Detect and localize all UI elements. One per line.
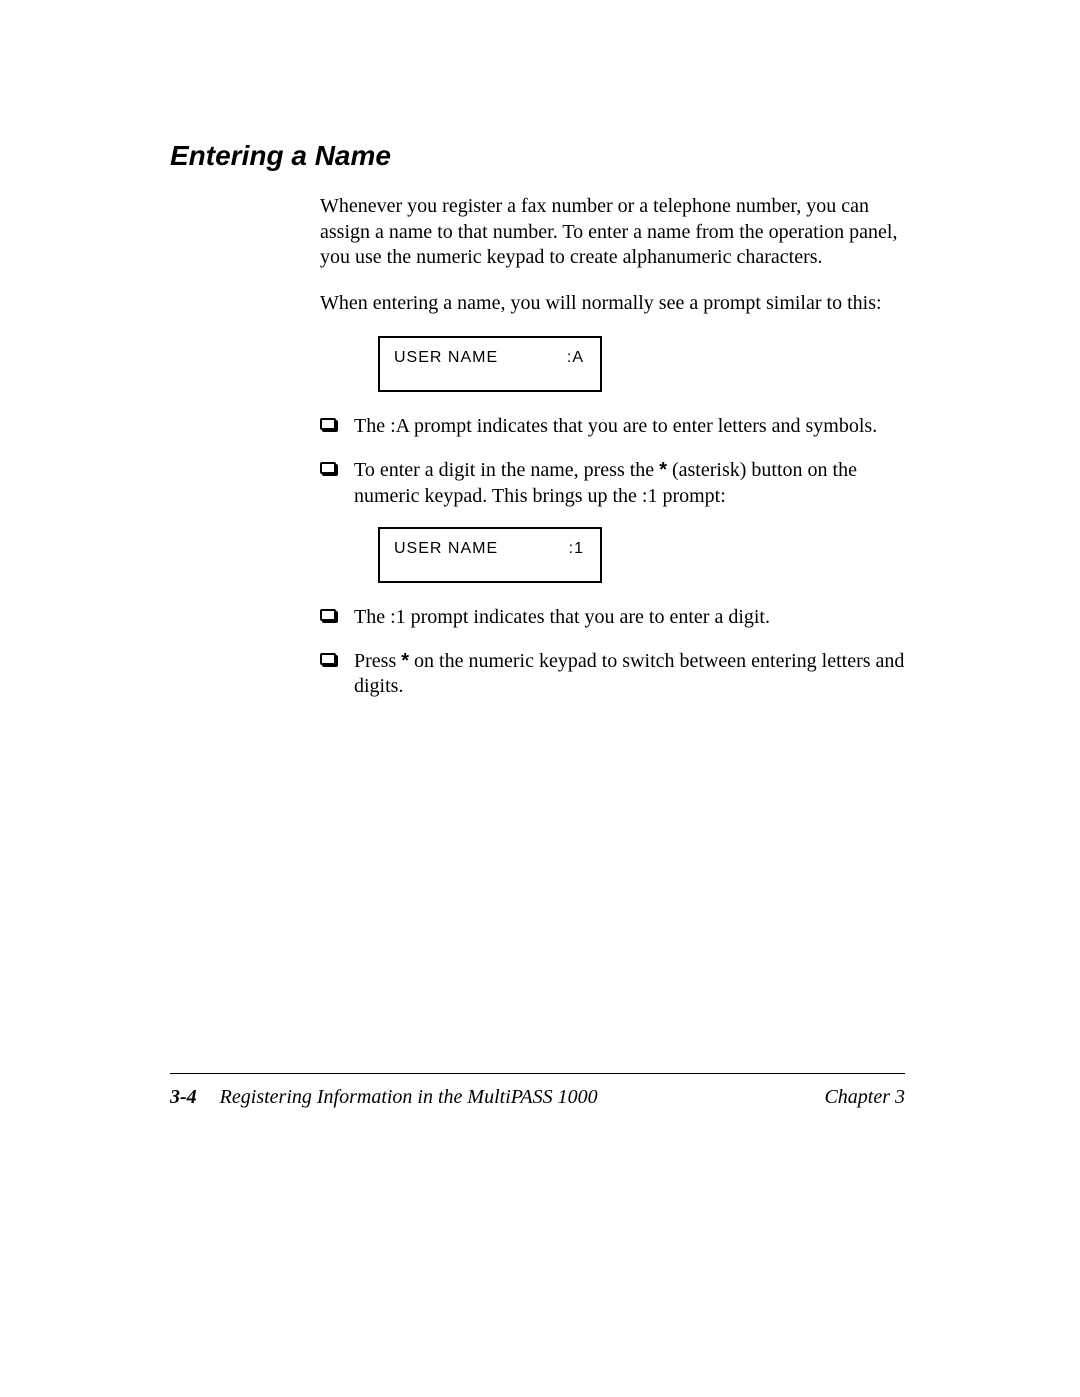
intro-paragraph: Whenever you register a fax number or a … — [320, 194, 910, 271]
bullet-icon — [320, 609, 336, 621]
asterisk-glyph: * — [401, 650, 409, 672]
bullet-icon — [320, 418, 336, 430]
page-number: 3-4 — [170, 1086, 197, 1108]
footer-chapter: Chapter 3 — [824, 1086, 905, 1109]
bullet-list: The :1 prompt indicates that you are to … — [320, 605, 910, 700]
bullet-list: The :A prompt indicates that you are to … — [320, 414, 910, 509]
footer-doc-title: Registering Information in the MultiPASS… — [220, 1086, 598, 1108]
list-item: The :1 prompt indicates that you are to … — [320, 605, 910, 631]
lcd-label: USER NAME — [394, 539, 498, 559]
page-footer: 3-4 Registering Information in the Multi… — [170, 1073, 905, 1109]
lcd-display-box: USER NAME :A — [378, 336, 602, 392]
lcd-label: USER NAME — [394, 348, 498, 368]
document-page: Entering a Name Whenever you register a … — [0, 0, 1080, 1397]
bullet-icon — [320, 653, 336, 665]
bullet-icon — [320, 462, 336, 474]
prompt-lead-paragraph: When entering a name, you will normally … — [320, 291, 910, 317]
lcd-value: :1 — [569, 539, 584, 559]
list-item-text: Press * on the numeric keypad to switch … — [354, 650, 904, 698]
footer-left: 3-4 Registering Information in the Multi… — [170, 1086, 598, 1109]
list-item: To enter a digit in the name, press the … — [320, 458, 910, 509]
lcd-value: :A — [567, 348, 584, 368]
section-heading: Entering a Name — [170, 140, 905, 172]
list-item: Press * on the numeric keypad to switch … — [320, 649, 910, 700]
asterisk-glyph: * — [659, 459, 667, 481]
list-item-text: To enter a digit in the name, press the … — [354, 459, 857, 507]
list-item-text: The :1 prompt indicates that you are to … — [354, 606, 770, 628]
body-column: Whenever you register a fax number or a … — [320, 194, 910, 700]
lcd-display-box: USER NAME :1 — [378, 527, 602, 583]
list-item-text: The :A prompt indicates that you are to … — [354, 415, 877, 437]
list-item: The :A prompt indicates that you are to … — [320, 414, 910, 440]
